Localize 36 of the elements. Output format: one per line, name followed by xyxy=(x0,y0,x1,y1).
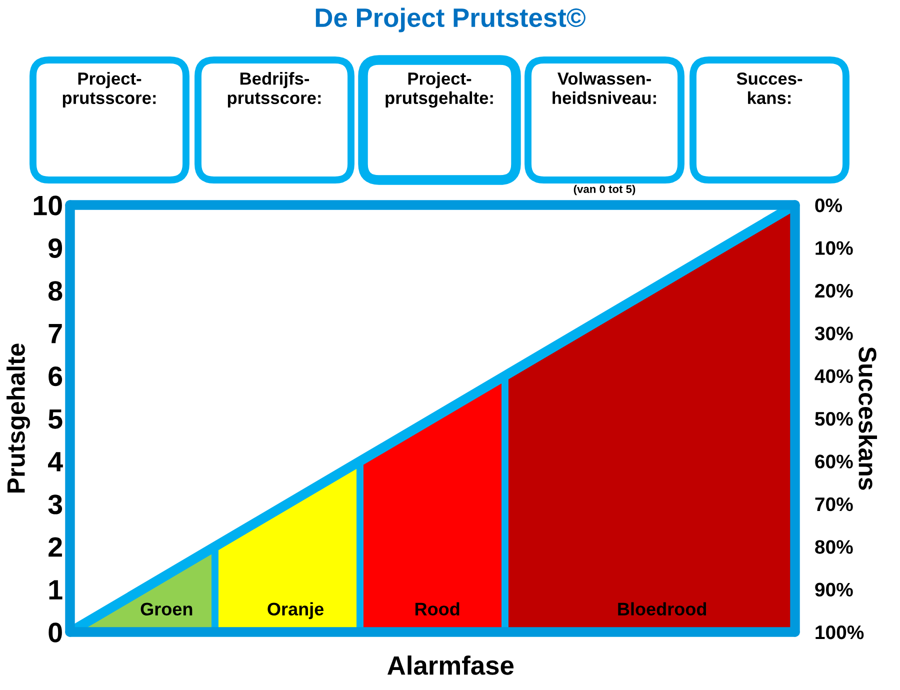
y-tick-label: 7 xyxy=(48,324,62,344)
y-tick-label: 0 xyxy=(48,622,62,642)
series-label: Rood xyxy=(415,602,460,616)
y2-tick-label: 100% xyxy=(816,625,864,640)
y2-tick-label: 30% xyxy=(814,326,853,340)
y-tick-label: 1 xyxy=(49,580,62,600)
text: Project- prutsgehalte: xyxy=(386,72,493,108)
y-tick-label: 8 xyxy=(48,281,62,301)
text: Volwassen- heidsniveau: xyxy=(552,72,656,104)
text: Project- prutsscore: xyxy=(62,72,156,108)
text: Succes- kans: xyxy=(736,72,802,104)
y2-tick-label: 90% xyxy=(815,582,853,597)
y2-tick-label: 0% xyxy=(815,198,842,212)
y-tick-label: 4 xyxy=(48,452,63,472)
y2-tick-label: 80% xyxy=(815,540,853,554)
y2-tick-label: 40% xyxy=(814,369,853,384)
y-tick-label: 10 xyxy=(34,196,62,216)
chart-title: De Project Prutstest© xyxy=(316,8,586,32)
y-tick-label: 9 xyxy=(48,238,62,258)
y-tick-label: 6 xyxy=(48,366,62,386)
series-label: Oranje xyxy=(268,602,324,620)
y-axis-title: Prutsgehalte xyxy=(6,344,30,493)
text: (van 0 tot 5) xyxy=(574,184,636,196)
y-tick-label: 3 xyxy=(48,494,62,514)
y2-tick-label: 20% xyxy=(815,284,853,298)
y2-tick-label: 70% xyxy=(815,497,853,512)
y2-tick-label: 10% xyxy=(816,241,853,255)
text: Bedrijfs- prutsscore: xyxy=(228,72,321,108)
x-axis-title: Alarmfase xyxy=(387,655,514,675)
y-tick-label: 2 xyxy=(48,537,62,557)
series-label: Bloedrood xyxy=(618,602,706,616)
y2-axis-title: Succeskans xyxy=(858,346,877,490)
y-tick-label: 5 xyxy=(48,409,62,429)
series-label: Groen xyxy=(140,602,192,616)
y2-tick-label: 50% xyxy=(815,412,853,426)
y2-tick-label: 60% xyxy=(815,454,853,468)
